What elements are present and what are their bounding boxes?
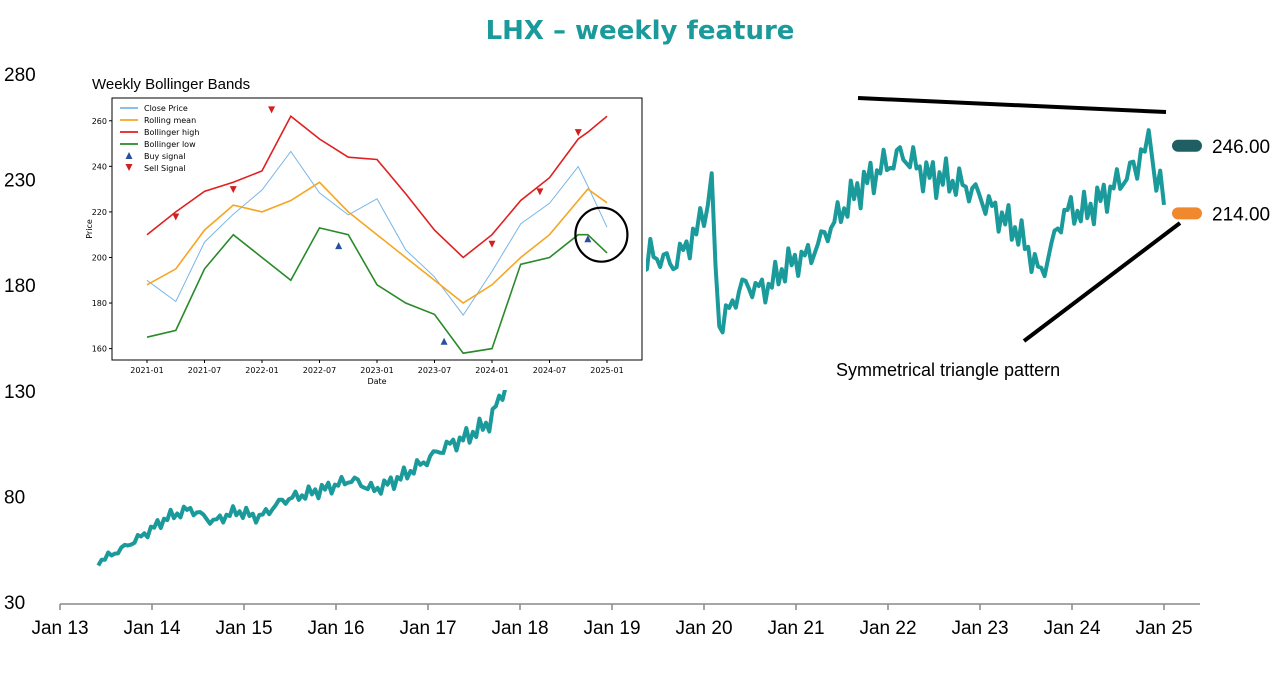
inset-sell-signal <box>536 188 544 196</box>
y-axis: 280 230 180 130 80 30 <box>4 65 36 614</box>
inset-sell-signal <box>488 240 496 248</box>
y-tick-label: 230 <box>4 171 36 192</box>
triangle-resistance-line <box>857 96 1167 114</box>
x-tick-label: Jan 17 <box>399 618 456 639</box>
inset-buy-signal <box>440 337 448 345</box>
inset-buy-signal <box>335 242 343 250</box>
bollinger-inset: Weekly Bollinger Bands 160 180 200 220 240 26… <box>84 74 646 390</box>
inset-x-tick-label: 2025-01 <box>590 366 623 375</box>
inset-sell-signal <box>172 213 180 221</box>
x-tick-label: Jan 16 <box>307 618 364 639</box>
inset-sell-signal <box>229 186 237 194</box>
inset-y-tick-label: 260 <box>92 117 107 126</box>
legend-label: Sell Signal <box>144 164 186 173</box>
legend-swatch <box>125 164 133 171</box>
legend-label: Buy signal <box>144 152 186 161</box>
x-tick-label: Jan 14 <box>123 618 180 639</box>
y-tick-label: 280 <box>4 65 36 86</box>
inset-title: Weekly Bollinger Bands <box>92 76 251 93</box>
y-tick-label: 80 <box>4 487 25 508</box>
inset-plot-frame <box>111 97 643 361</box>
inset-series-bollinger-high <box>146 114 608 259</box>
price-marker-label: 214.00 <box>1212 204 1270 225</box>
x-tick-label: Jan 22 <box>859 618 916 639</box>
inset-y-tick-label: 220 <box>92 208 107 217</box>
inset-x-tick-label: 2021-01 <box>130 366 163 375</box>
inset-ylabel: Price <box>85 219 94 239</box>
inset-y-tick-label: 240 <box>92 162 107 171</box>
inset-y-tick-label: 180 <box>92 299 107 308</box>
x-tick-label: Jan 25 <box>1135 618 1192 639</box>
inset-x-tick-label: 2021-07 <box>188 366 221 375</box>
inset-x-tick-label: 2024-01 <box>475 366 508 375</box>
inset-sell-signal <box>268 106 276 114</box>
inset-xlabel: Date <box>367 377 386 386</box>
inset-x-tick-label: 2022-07 <box>303 366 336 375</box>
y-tick-label: 180 <box>4 276 36 297</box>
inset-x-tick-label: 2023-01 <box>360 366 393 375</box>
x-tick-label: Jan 19 <box>583 618 640 639</box>
inset-y-tick-label: 160 <box>92 345 107 354</box>
y-tick-label: 130 <box>4 382 36 403</box>
inset-highlight-circle <box>574 206 629 263</box>
legend-label: Rolling mean <box>144 116 196 125</box>
x-tick-label: Jan 21 <box>767 618 824 639</box>
chart-title: LHX – weekly feature <box>485 16 795 46</box>
inset-series-close-price <box>146 150 608 316</box>
x-tick-label: Jan 13 <box>31 618 88 639</box>
x-tick-label: Jan 24 <box>1043 618 1100 639</box>
x-axis: Jan 13 Jan 14 Jan 15 Jan 16 Jan 17 Jan 18 Jan … <box>31 603 1200 639</box>
legend-swatch <box>125 152 133 159</box>
inset-x-tick-label: 2022-01 <box>245 366 278 375</box>
inset-sell-signal <box>574 129 582 137</box>
inset-y-tick-label: 200 <box>92 253 107 262</box>
price-marker <box>1172 207 1202 220</box>
inset-series-rolling-mean <box>146 181 608 304</box>
inset-x-tick-label: 2024-07 <box>533 366 566 375</box>
legend-label: Bollinger high <box>144 128 199 137</box>
x-tick-label: Jan 18 <box>491 618 548 639</box>
y-tick-label: 30 <box>4 593 25 614</box>
inset-x-tick-label: 2023-07 <box>418 366 451 375</box>
triangle-support-line <box>1022 221 1182 343</box>
x-tick-label: Jan 23 <box>951 618 1008 639</box>
inset-series-bollinger-low <box>146 226 608 355</box>
price-markers: 246.00 214.00 <box>1172 137 1270 225</box>
legend-label: Bollinger low <box>144 140 196 149</box>
triangle-annotation: Symmetrical triangle pattern <box>836 360 1061 380</box>
price-marker-label: 246.00 <box>1212 137 1270 158</box>
legend-label: Close Price <box>144 104 188 113</box>
inset-legend: Close Price Rolling mean Bollinger high Bol… <box>120 104 199 173</box>
inset-buy-signal <box>584 235 592 243</box>
x-tick-label: Jan 15 <box>215 618 272 639</box>
price-marker <box>1172 139 1202 152</box>
x-tick-label: Jan 20 <box>675 618 732 639</box>
inset-chart: 160 180 200 220 240 260 2021-01 2021-07 2022-01 2… <box>85 97 643 386</box>
